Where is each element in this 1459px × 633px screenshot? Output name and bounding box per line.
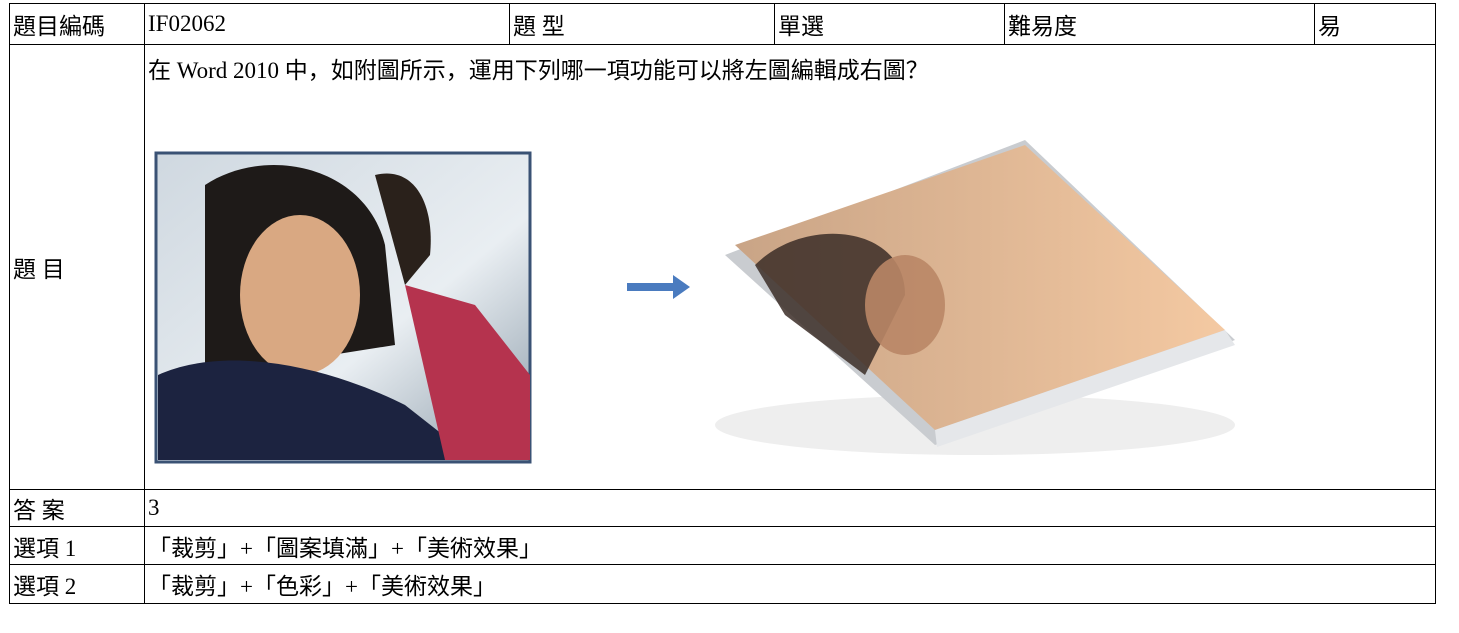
cell-value: 3: [144, 489, 1436, 527]
original-photo: [154, 151, 532, 464]
arrow: [627, 275, 690, 299]
edited-photo: [715, 140, 1235, 455]
cell-label: 題目編碼: [9, 3, 145, 45]
cell-value: 單選: [774, 3, 1005, 45]
cell-label: 選項 2: [9, 564, 145, 604]
cell-label: 題 目: [9, 44, 145, 490]
cell-label: 選項 1: [9, 526, 145, 565]
cell-value: IF02062: [144, 3, 510, 45]
question-figure: [154, 140, 1235, 464]
cell-label: 題 型: [509, 3, 775, 45]
question-text: 在 Word 2010 中，如附圖所示，運用下列哪一項功能可以將左圖編輯成右圖？: [148, 58, 929, 83]
cell-value: 「裁剪」+「圖案填滿」+「美術效果」: [144, 526, 1436, 565]
cell-label: 答 案: [9, 489, 145, 527]
cell-value: 「裁剪」+「色彩」+「美術效果」: [144, 564, 1436, 604]
cell-value: 易: [1314, 3, 1436, 45]
cell-label: 難易度: [1004, 3, 1315, 45]
